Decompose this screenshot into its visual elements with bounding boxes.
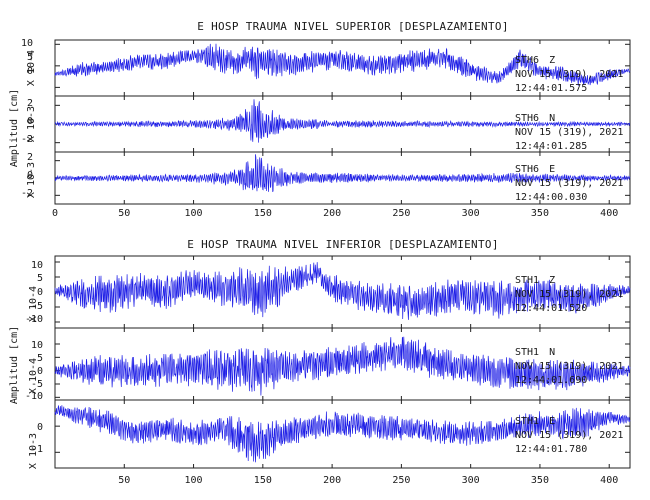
y-axis-label-upper: Amplitud [cm] (9, 89, 20, 167)
waveform-line (54, 154, 631, 193)
trace-panel-sth6-z: 10 5 0 X 10-4 STH6 Z NOV 15 (319), 2021 1… (21, 38, 631, 97)
x-axis-upper: 0 50 100 150 200 250 300 350 400 (52, 208, 618, 219)
waveform-line (54, 336, 631, 396)
time-label: 12:44:01.285 (515, 141, 587, 152)
date-label: NOV 15 (319), 2021 (515, 127, 623, 138)
time-label: 12:44:01.690 (515, 375, 587, 386)
y-tick-label: -10 (25, 391, 43, 402)
x-tick-label: 350 (531, 475, 549, 486)
x-tick-label: 100 (185, 475, 203, 486)
y-tick-label: 0 (27, 116, 33, 127)
trace-panel-sth6-e: 2 0 -2 X 10-3 STH6 E NOV 15 (319), 2021 1… (21, 151, 631, 205)
x-tick-label: 200 (323, 475, 341, 486)
y-scale-label: X 10-4 (28, 286, 39, 322)
chart-title-lower: E HOSP TRAUMA NIVEL INFERIOR [DESPLAZAMI… (187, 238, 499, 251)
waveform-line (54, 405, 631, 463)
x-tick-label: 100 (185, 208, 203, 219)
station-channel-label: STH1 N (515, 347, 555, 358)
y-tick-label: 0 (37, 287, 43, 298)
y-tick-label: -2 (21, 134, 33, 145)
x-tick-label: 50 (118, 475, 130, 486)
x-tick-label: 300 (462, 208, 480, 219)
x-tick-label: 200 (323, 208, 341, 219)
waveform-line (54, 43, 631, 86)
y-tick-label: 10 (31, 340, 43, 351)
y-tick-label: 0 (37, 422, 43, 433)
y-tick-label: 0 (37, 366, 43, 377)
station-channel-label: STH1 E (515, 416, 555, 427)
y-tick-label: 0 (27, 170, 33, 181)
x-tick-label: 300 (462, 475, 480, 486)
waveform-line (54, 99, 631, 143)
date-label: NOV 15 (319), 2021 (515, 361, 623, 372)
chart-title-upper: E HOSP TRAUMA NIVEL SUPERIOR [DESPLAZAMI… (197, 20, 509, 33)
y-axis-label-lower: Amplitud [cm] (9, 326, 20, 404)
y-tick-label: 10 (31, 260, 43, 271)
y-tick-label: -10 (25, 314, 43, 325)
x-tick-label: 350 (531, 208, 549, 219)
trace-panel-sth6-n: 2 0 -2 X 10-3 STH6 N NOV 15 (319), 2021 1… (21, 95, 631, 153)
y-tick-label: 5 (37, 353, 43, 364)
y-tick-label: 5 (27, 52, 33, 63)
y-scale-label: X 10-4 (28, 358, 39, 394)
station-channel-label: STH6 N (515, 113, 555, 124)
time-label: 12:44:01.780 (515, 444, 587, 455)
y-scale-label: X 10-3 (26, 162, 37, 198)
x-tick-label: 250 (392, 475, 410, 486)
y-scale-label: X 10-3 (26, 106, 37, 142)
trace-panel-sth1-n: 10 5 0 -5 -10 X 10-4 STH1 N NOV 15 (319),… (25, 327, 631, 402)
y-tick-label: 2 (27, 152, 33, 163)
x-tick-label: 250 (392, 208, 410, 219)
station-channel-label: STH1 Z (515, 275, 555, 286)
x-tick-label: 400 (600, 208, 618, 219)
y-tick-label: -1 (31, 444, 43, 455)
x-tick-label: 0 (52, 208, 58, 219)
time-label: 12:44:00.030 (515, 192, 587, 203)
y-scale-label: X 10-3 (28, 433, 39, 469)
date-label: NOV 15 (319), 2021 (515, 289, 623, 300)
x-tick-label: 400 (600, 475, 618, 486)
trace-panel-sth1-z: 10 5 0 -5 -10 X 10-4 STH1 Z NOV 15 (319),… (25, 255, 631, 329)
y-tick-label: 2 (27, 98, 33, 109)
x-tick-label: 150 (254, 208, 272, 219)
y-tick-label: 0 (27, 66, 33, 77)
y-tick-label: -5 (31, 301, 43, 312)
waveform-line (54, 262, 631, 320)
time-label: 12:44:01.575 (515, 83, 587, 94)
date-label: NOV 15 (319), 2021 (515, 430, 623, 441)
y-tick-label: 5 (37, 273, 43, 284)
station-channel-label: STH6 E (515, 164, 555, 175)
x-tick-label: 50 (118, 208, 130, 219)
x-axis-lower: 50 100 150 200 250 300 350 400 (118, 475, 618, 486)
panel-frame (54, 399, 631, 469)
y-scale-label: X 10-4 (26, 50, 37, 86)
station-channel-label: STH6 Z (515, 55, 555, 66)
y-tick-label: -5 (31, 379, 43, 390)
y-tick-label: -2 (21, 188, 33, 199)
date-label: NOV 15 (319), 2021 (515, 69, 623, 80)
x-tick-label: 150 (254, 475, 272, 486)
trace-panel-sth1-e: 0 -1 X 10-3 STH1 E NOV 15 (319), 2021 12:… (28, 399, 631, 469)
date-label: NOV 15 (319), 2021 (515, 178, 623, 189)
time-label: 12:44:01.520 (515, 303, 587, 314)
y-tick-label: 10 (21, 38, 33, 49)
